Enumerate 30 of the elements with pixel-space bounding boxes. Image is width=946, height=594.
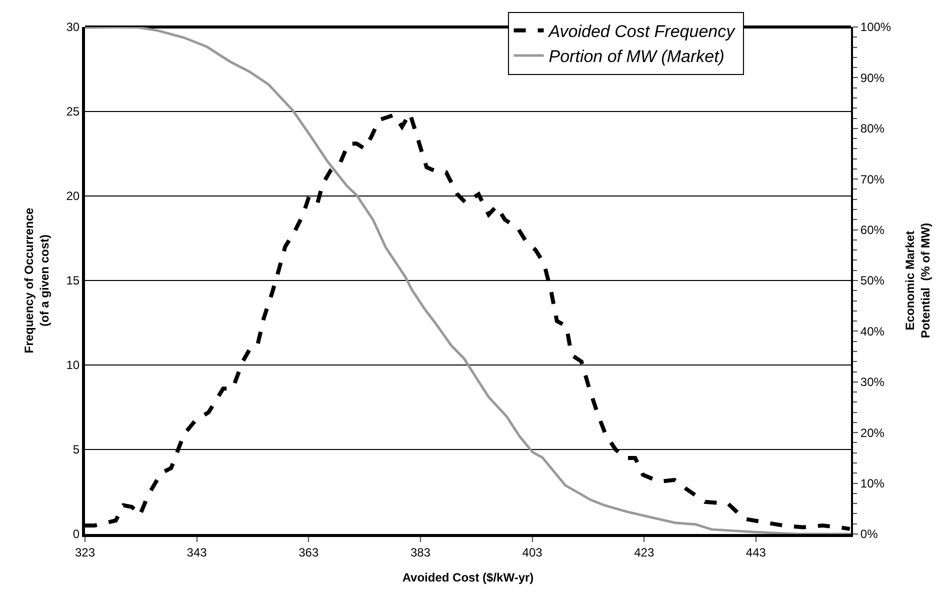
y2-tick-label: 20%	[860, 426, 885, 440]
y2-tick-label: 40%	[860, 324, 885, 338]
y2-tick-label: 30%	[860, 375, 885, 390]
y-tick-label: 0	[72, 527, 80, 542]
x-tick-label: 323	[74, 545, 96, 560]
legend-label: Portion of MW (Market)	[548, 47, 724, 66]
x-tick-label: 403	[522, 545, 543, 560]
y2-tick-label: 0%	[860, 527, 878, 542]
legend-label: Avoided Cost Frequency	[548, 22, 736, 41]
y2-axis-title: Economic Market Potential (% of MW)	[902, 222, 932, 338]
y2-tick-label: 50%	[860, 274, 885, 288]
y2-tick-label: 70%	[860, 172, 885, 186]
x-tick-label: 363	[298, 545, 319, 560]
y-tick-label: 30	[66, 20, 80, 34]
x-tick-label: 443	[746, 545, 766, 560]
y2-tick-label: 80%	[860, 122, 885, 136]
y-tick-label: 15	[66, 274, 80, 288]
y2-tick-label: 10%	[860, 476, 885, 490]
y-tick-label: 5	[72, 442, 80, 457]
y2-tick-label: 100%	[860, 20, 892, 34]
y-tick-label: 25	[66, 104, 80, 119]
x-tick-label: 383	[410, 545, 431, 560]
y2-tick-label: 60%	[860, 223, 885, 237]
x-axis-title: Avoided Cost ($/kW-yr)	[402, 570, 534, 584]
y-tick-label: 20	[66, 189, 80, 204]
y-axis-title: Frequency of Occurrence (of a given cost)	[22, 207, 52, 354]
x-tick-label: 343	[186, 545, 208, 560]
x-tick-label: 423	[634, 545, 654, 560]
y-tick-label: 10	[66, 358, 80, 372]
y2-tick-label: 90%	[860, 70, 885, 85]
